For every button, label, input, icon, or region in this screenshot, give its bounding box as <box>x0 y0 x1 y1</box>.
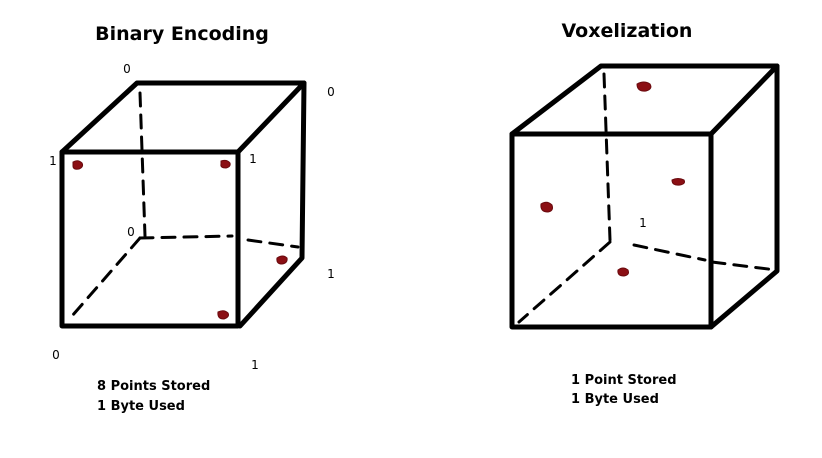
corner-label-back-top-right: 0 <box>327 85 335 99</box>
point-marker <box>617 267 629 277</box>
hidden-edge-horizontal <box>632 243 707 262</box>
point-marker <box>671 178 685 186</box>
voxel-caption-points: 1 Point Stored <box>571 373 677 388</box>
front-face <box>509 131 714 330</box>
voxelization-points <box>540 81 685 277</box>
binary-encoding-cube <box>59 80 307 329</box>
corner-label-front-bottom-right: 1 <box>251 358 259 372</box>
voxelization-cube <box>509 63 780 330</box>
hidden-edge-diagonal <box>70 236 142 318</box>
right-face <box>237 80 307 329</box>
corner-label-front-top-right: 1 <box>249 152 257 166</box>
voxelization-title: Voxelization <box>562 20 693 42</box>
hidden-edge-horizontal-right <box>246 238 300 249</box>
front-face <box>59 149 241 329</box>
corner-label-back-bottom-right: 1 <box>327 267 335 281</box>
voxelization-panel: Voxelization 1 1 Point Stored 1 Byte Use… <box>509 20 780 407</box>
point-marker <box>636 81 652 92</box>
binary-encoding-panel: Binary Encoding 0 0 1 1 0 1 0 1 8 <box>49 23 335 414</box>
corner-label-front-top-left: 1 <box>49 154 57 168</box>
hidden-edge-horizontal <box>138 234 234 240</box>
corner-label-back-top-left: 0 <box>123 62 131 76</box>
hidden-edge-vertical <box>602 72 612 242</box>
top-face <box>509 63 780 137</box>
point-marker <box>220 159 231 169</box>
binary-caption-bytes: 1 Byte Used <box>97 399 185 414</box>
point-marker <box>217 310 229 320</box>
point-marker <box>276 255 288 265</box>
point-marker <box>540 201 553 213</box>
corner-label-back-bottom-left: 0 <box>127 225 135 239</box>
right-face <box>708 63 780 330</box>
hidden-edge-diagonal <box>517 240 612 324</box>
binary-encoding-points <box>72 159 288 320</box>
binary-encoding-title: Binary Encoding <box>95 23 269 45</box>
voxel-caption-bytes: 1 Byte Used <box>571 392 659 407</box>
voxel-center-label: 1 <box>639 216 647 230</box>
hidden-edge-horizontal-right <box>710 260 778 272</box>
binary-caption-points: 8 Points Stored <box>97 379 210 394</box>
top-face <box>59 80 307 155</box>
hidden-edge-vertical <box>138 91 147 238</box>
corner-label-front-bottom-left: 0 <box>52 348 60 362</box>
point-marker <box>72 160 84 170</box>
